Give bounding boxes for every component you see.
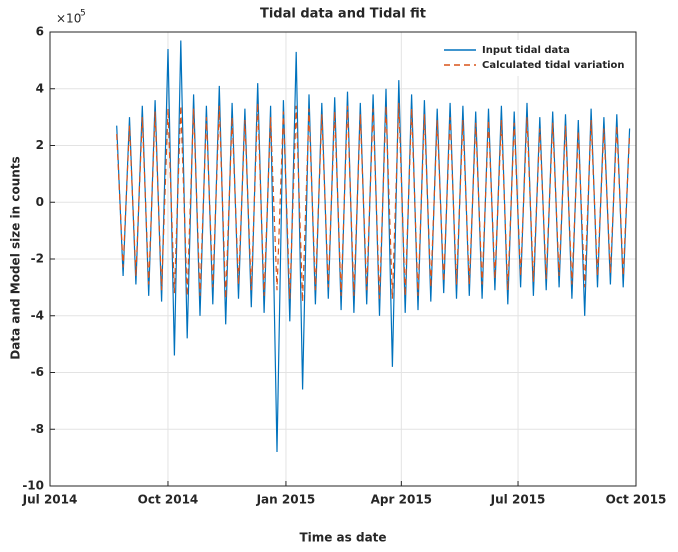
y-tick-label: -6 [31, 365, 44, 379]
y-tick-label: -10 [22, 479, 44, 493]
x-tick-label: Jul 2014 [22, 493, 78, 507]
x-axis-label: Time as date [299, 531, 386, 545]
x-tick-label: Oct 2014 [138, 493, 199, 507]
legend-box [440, 40, 630, 76]
x-tick-label: Apr 2015 [371, 493, 432, 507]
plot-frame [49, 31, 637, 487]
x-tick-label: Jul 2015 [490, 493, 546, 507]
legend: Input tidal data Calculated tidal variati… [440, 40, 630, 76]
y-tick-label: 4 [36, 81, 44, 95]
y-tick-label: -2 [31, 252, 44, 266]
y-tick-label: 6 [36, 25, 44, 39]
y-tick-label: -4 [31, 308, 44, 322]
y-axis-label: Data and Model size in counts [9, 156, 23, 359]
y-tick-label: -8 [31, 422, 44, 436]
legend-label: Input tidal data [482, 45, 570, 56]
y-exponent-base: ×10 [56, 12, 81, 26]
data-line [116, 102, 631, 302]
x-tick-label: Oct 2015 [606, 493, 667, 507]
legend-label: Calculated tidal variation [482, 60, 625, 71]
chart-title: Tidal data and Tidal fit [260, 7, 426, 22]
y-tick-label: 0 [36, 195, 44, 209]
y-exponent: 5 [80, 9, 86, 19]
x-tick-label: Jan 2015 [256, 493, 316, 507]
y-tick-label: 2 [36, 138, 44, 152]
